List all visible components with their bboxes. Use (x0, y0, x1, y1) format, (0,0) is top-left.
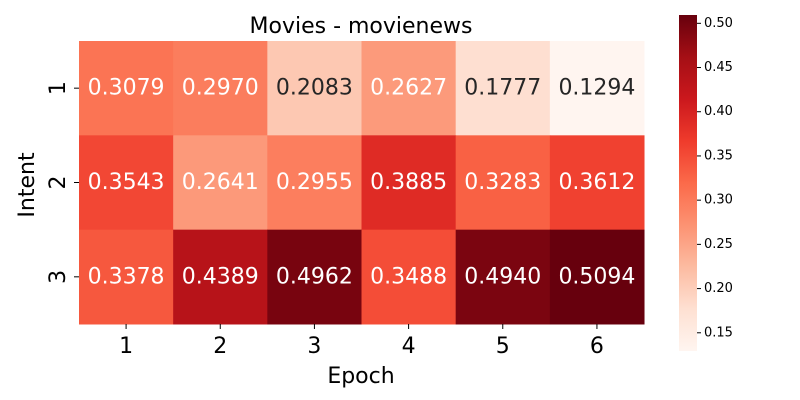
heatmap-cell (549, 41, 645, 136)
cell-value-label: 0.3283 (464, 170, 541, 195)
cell-value-label: 0.3885 (370, 170, 447, 195)
heatmap-cell (173, 229, 268, 325)
x-tick-label: 4 (402, 334, 416, 359)
cell-value-label: 0.4962 (276, 264, 353, 289)
heatmap-cell (455, 229, 551, 325)
colorbar-tick-label: 0.50 (704, 16, 733, 31)
y-axis-ticks: 1 2 3 (46, 81, 79, 284)
cell-value-label: 0.5094 (558, 264, 635, 289)
heatmap-cell (79, 41, 174, 136)
x-axis-label: Epoch (327, 364, 394, 389)
heatmap-cells: 0.3079 0.2970 0.2083 0.2627 0.1777 0.1294 0.35… (79, 41, 645, 325)
heatmap-cell (455, 135, 551, 231)
cell-value-label: 0.2970 (182, 76, 259, 101)
colorbar-tick-label: 0.20 (704, 281, 733, 296)
heatmap-cell (267, 135, 363, 231)
heatmap-cell (173, 135, 268, 231)
y-tick-label: 3 (46, 270, 71, 284)
cell-value-label: 0.3543 (88, 170, 165, 195)
colorbar-tick-label: 0.45 (704, 60, 733, 75)
colorbar-tick-label: 0.30 (704, 193, 733, 208)
cell-value-label: 0.4940 (464, 264, 541, 289)
cell-value-label: 0.3612 (558, 170, 635, 195)
cell-value-label: 0.1294 (558, 76, 635, 101)
cell-value-label: 0.3079 (88, 76, 165, 101)
heatmap-cell (549, 229, 645, 325)
y-axis-label: Intent (15, 152, 40, 218)
chart-title: Movies - movienews (250, 14, 473, 39)
x-axis-ticks: 1 2 3 4 5 6 (119, 323, 604, 359)
heatmap-cell (267, 229, 363, 325)
colorbar-tick-label: 0.40 (704, 104, 733, 119)
cell-value-label: 0.2627 (370, 76, 447, 101)
y-tick-label: 2 (46, 175, 71, 189)
colorbar-tick-label: 0.15 (704, 325, 733, 340)
heatmap-cell (361, 229, 457, 325)
heatmap-cell (79, 135, 174, 231)
colorbar (679, 15, 697, 351)
x-tick-label: 5 (496, 334, 510, 359)
cell-value-label: 0.2955 (276, 170, 353, 195)
y-tick-label: 1 (46, 81, 71, 95)
cell-value-label: 0.2641 (182, 170, 259, 195)
cell-value-label: 0.4389 (182, 264, 259, 289)
cell-value-label: 0.1777 (464, 76, 541, 101)
colorbar-ticks: 0.15 0.20 0.25 0.30 0.35 0.40 0.45 0.50 (697, 16, 733, 340)
colorbar-tick-label: 0.35 (704, 148, 733, 163)
heatmap-cell (455, 41, 551, 136)
cell-value-label: 0.3488 (370, 264, 447, 289)
heatmap-cell (173, 41, 268, 136)
x-tick-label: 3 (307, 334, 321, 359)
colorbar-tick-label: 0.25 (704, 237, 733, 252)
cell-value-label: 0.2083 (276, 76, 353, 101)
heatmap-cell (549, 135, 645, 231)
x-tick-label: 1 (119, 334, 133, 359)
x-tick-label: 6 (590, 334, 604, 359)
cell-value-label: 0.3378 (88, 264, 165, 289)
heatmap-cell (361, 135, 457, 231)
x-tick-label: 2 (213, 334, 227, 359)
heatmap-cell (267, 41, 363, 136)
heatmap-cell (361, 41, 457, 136)
heatmap-cell (79, 229, 174, 325)
